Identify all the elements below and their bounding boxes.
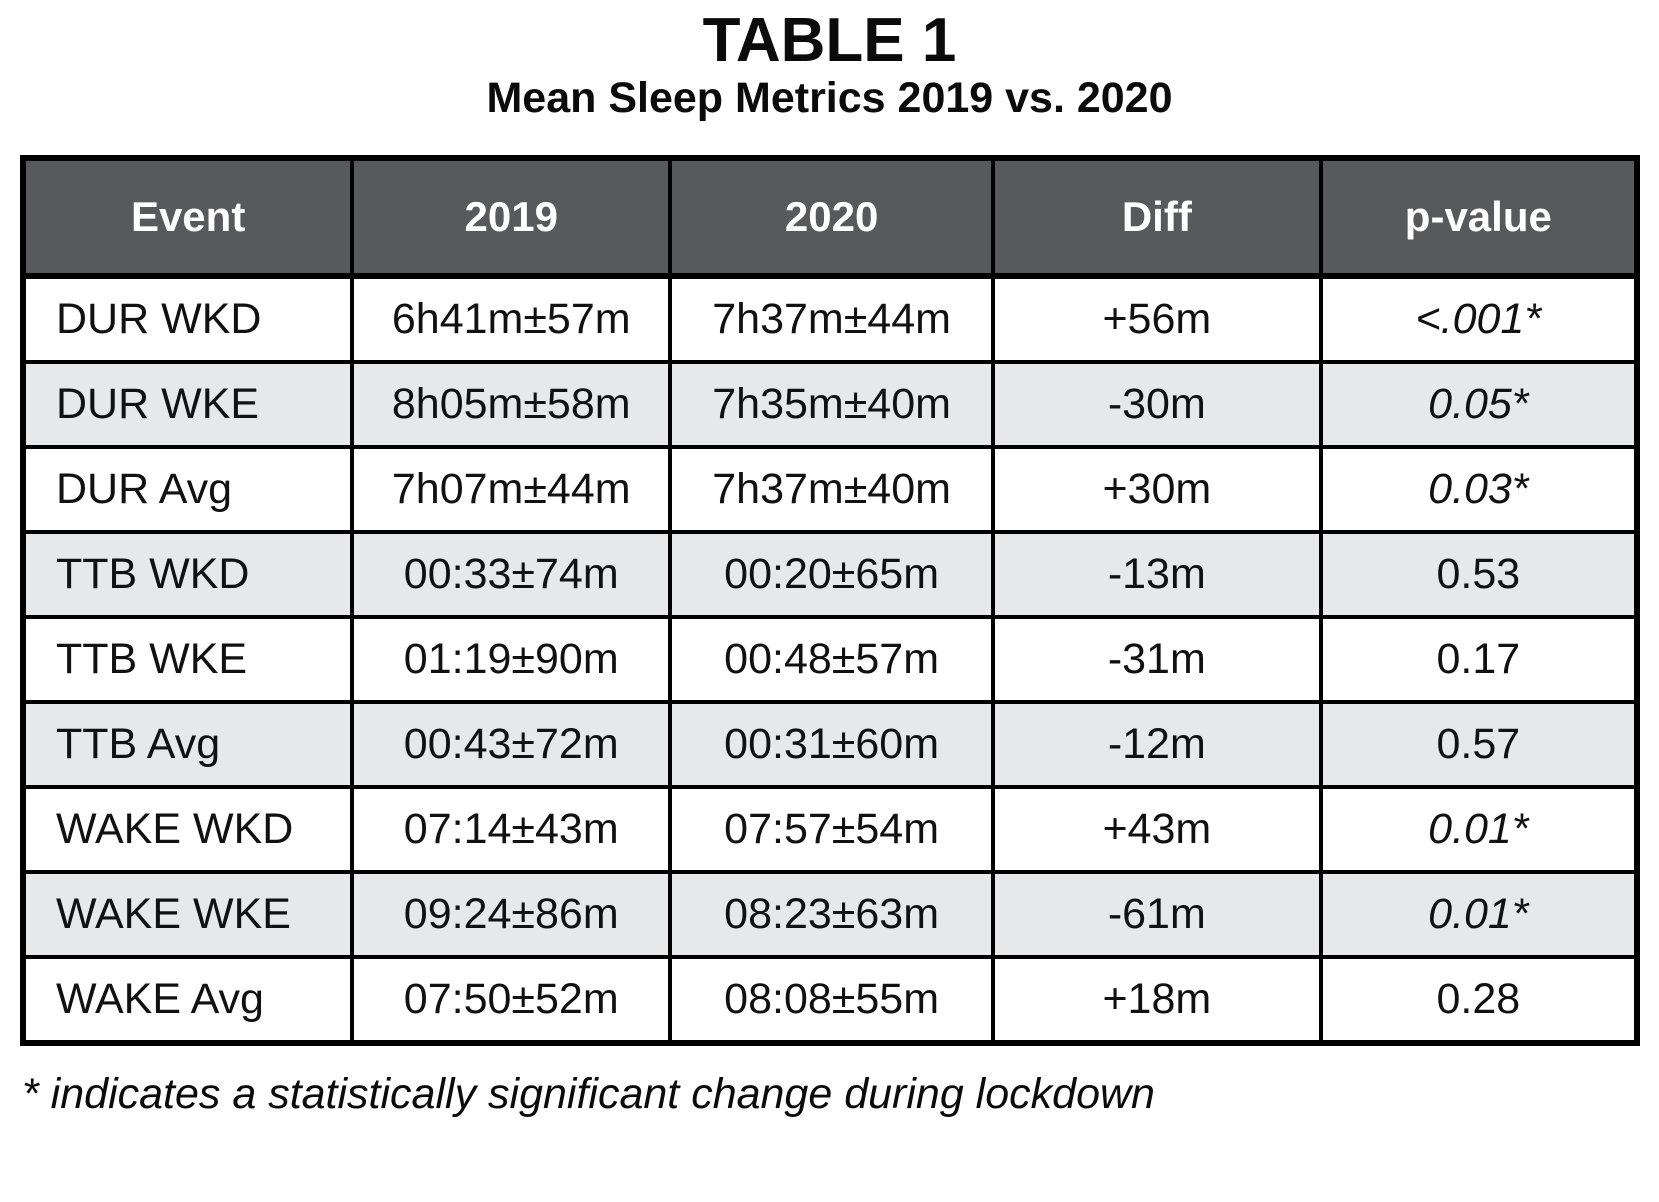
cell-2019: 7h07m±44m (350, 445, 673, 535)
cell-diff: -12m (991, 700, 1323, 790)
cell-2020: 00:20±65m (668, 530, 995, 620)
header-cell-event: Event (20, 156, 355, 280)
cell-diff: -30m (991, 360, 1323, 450)
cell-2019: 8h05m±58m (350, 360, 673, 450)
cell-2020: 07:57±54m (668, 785, 995, 875)
table-row: TTB Avg 00:43±72m 00:31±60m -12m 0.57 (20, 700, 1640, 790)
header-cell-diff: Diff (991, 156, 1323, 280)
cell-2020: 7h37m±44m (668, 274, 995, 365)
page-subtitle: Mean Sleep Metrics 2019 vs. 2020 (486, 74, 1173, 122)
cell-event: TTB WKD (20, 530, 355, 620)
cell-diff: +18m (991, 955, 1323, 1046)
cell-diff: -61m (991, 870, 1323, 960)
table-row: WAKE WKE 09:24±86m 08:23±63m -61m 0.01* (20, 870, 1640, 960)
header-cell-2019: 2019 (350, 156, 673, 280)
table-header: Event 2019 2020 Diff p-value (20, 156, 1640, 280)
table-row: WAKE WKD 07:14±43m 07:57±54m +43m 0.01* (20, 785, 1640, 875)
table-body: DUR WKD 6h41m±57m 7h37m±44m +56m <.001* DUR W… (20, 274, 1640, 1046)
significance-footnote: * indicates a statistically significant … (22, 1070, 1155, 1119)
cell-2020: 00:31±60m (668, 700, 995, 790)
cell-2019: 07:50±52m (350, 955, 673, 1046)
cell-2019: 00:43±72m (350, 700, 673, 790)
cell-2019: 01:19±90m (350, 615, 673, 705)
cell-p-value: 0.03* (1318, 445, 1640, 535)
table-row: TTB WKD 00:33±74m 00:20±65m -13m 0.53 (20, 530, 1640, 620)
cell-2020: 00:48±57m (668, 615, 995, 705)
table-row: TTB WKE 01:19±90m 00:48±57m -31m 0.17 (20, 615, 1640, 705)
cell-2019: 6h41m±57m (350, 274, 673, 365)
cell-event: DUR Avg (20, 445, 355, 535)
cell-p-value: 0.57 (1318, 700, 1640, 790)
cell-2019: 09:24±86m (350, 870, 673, 960)
cell-2019: 00:33±74m (350, 530, 673, 620)
table-row: DUR WKD 6h41m±57m 7h37m±44m +56m <.001* (20, 274, 1640, 365)
cell-diff: +56m (991, 274, 1323, 365)
cell-diff: -31m (991, 615, 1323, 705)
cell-diff: +30m (991, 445, 1323, 535)
table-row: DUR WKE 8h05m±58m 7h35m±40m -30m 0.05* (20, 360, 1640, 450)
cell-2019: 07:14±43m (350, 785, 673, 875)
cell-p-value: <.001* (1318, 274, 1640, 365)
cell-event: WAKE WKE (20, 870, 355, 960)
cell-p-value: 0.17 (1318, 615, 1640, 705)
cell-p-value: 0.01* (1318, 785, 1640, 875)
header-cell-p-value: p-value (1318, 156, 1640, 280)
cell-event: WAKE Avg (20, 955, 355, 1046)
sleep-metrics-table: Event 2019 2020 Diff p-value DUR WKD 6h41m±57… (20, 155, 1640, 1047)
cell-p-value: 0.28 (1318, 955, 1640, 1046)
cell-p-value: 0.05* (1318, 360, 1640, 450)
cell-event: WAKE WKD (20, 785, 355, 875)
cell-p-value: 0.01* (1318, 870, 1640, 960)
cell-event: DUR WKE (20, 360, 355, 450)
cell-event: TTB WKE (20, 615, 355, 705)
cell-event: DUR WKD (20, 274, 355, 365)
cell-diff: +43m (991, 785, 1323, 875)
cell-2020: 08:23±63m (668, 870, 995, 960)
header-row: Event 2019 2020 Diff p-value (20, 156, 1640, 280)
cell-diff: -13m (991, 530, 1323, 620)
cell-2020: 08:08±55m (668, 955, 995, 1046)
cell-p-value: 0.53 (1318, 530, 1640, 620)
header-cell-2020: 2020 (668, 156, 995, 280)
cell-2020: 7h37m±40m (668, 445, 995, 535)
table-row: DUR Avg 7h07m±44m 7h37m±40m +30m 0.03* (20, 445, 1640, 535)
table-row: WAKE Avg 07:50±52m 08:08±55m +18m 0.28 (20, 955, 1640, 1046)
table-title-block: TABLE 1 Mean Sleep Metrics 2019 vs. 2020 (0, 0, 1659, 121)
page-title: TABLE 1 (702, 6, 957, 75)
cell-2020: 7h35m±40m (668, 360, 995, 450)
cell-event: TTB Avg (20, 700, 355, 790)
